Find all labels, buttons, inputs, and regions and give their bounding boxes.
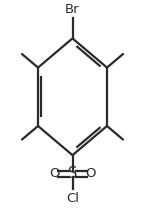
Text: Cl: Cl [66, 192, 79, 205]
Text: O: O [85, 167, 96, 180]
Text: Br: Br [65, 3, 80, 16]
Text: O: O [49, 167, 60, 180]
Text: S: S [68, 167, 77, 181]
